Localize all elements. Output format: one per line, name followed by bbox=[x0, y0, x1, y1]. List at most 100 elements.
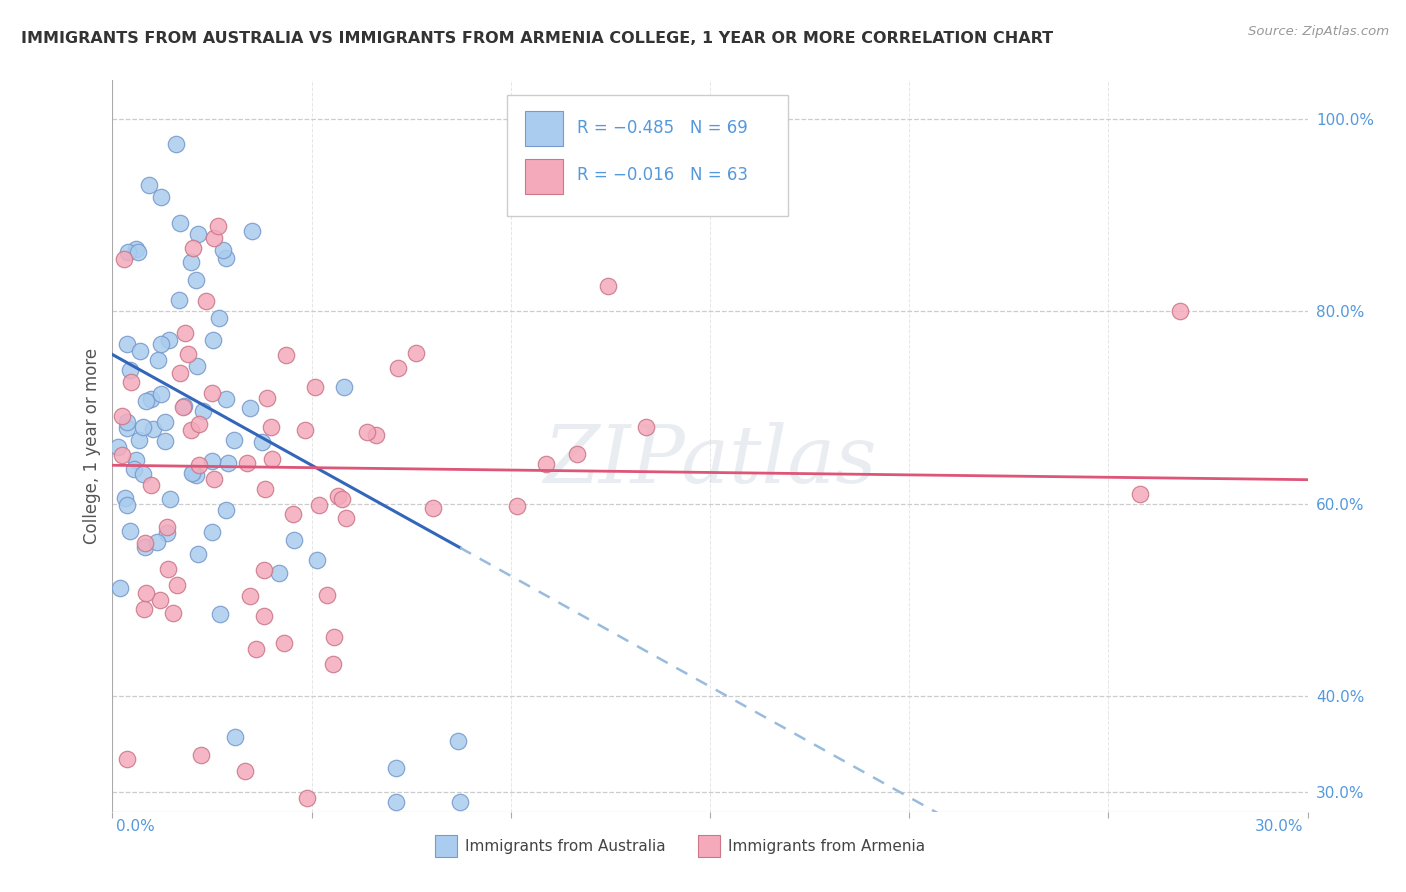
Point bbox=[187, 227, 209, 242]
Point bbox=[387, 360, 409, 375]
Point bbox=[142, 422, 165, 436]
Point bbox=[148, 352, 170, 367]
Point bbox=[215, 392, 238, 406]
Point bbox=[316, 589, 339, 603]
Point bbox=[297, 791, 319, 805]
Point bbox=[180, 466, 202, 480]
Point bbox=[149, 337, 172, 351]
Point bbox=[155, 416, 177, 430]
Point bbox=[356, 425, 378, 439]
Point bbox=[153, 434, 176, 448]
Point bbox=[172, 400, 194, 414]
Y-axis label: College, 1 year or more: College, 1 year or more bbox=[83, 348, 101, 544]
Point bbox=[224, 730, 246, 744]
Text: R = −0.485   N = 69: R = −0.485 N = 69 bbox=[578, 119, 748, 136]
Point bbox=[208, 607, 231, 622]
Point bbox=[149, 593, 172, 607]
Point bbox=[201, 524, 224, 539]
Point bbox=[267, 566, 290, 580]
Point bbox=[215, 251, 238, 265]
FancyBboxPatch shape bbox=[524, 159, 562, 194]
Point bbox=[202, 231, 225, 245]
Point bbox=[156, 526, 179, 541]
Point bbox=[534, 457, 557, 471]
Point bbox=[169, 367, 191, 381]
Point bbox=[224, 433, 246, 447]
Point bbox=[107, 440, 129, 454]
Point bbox=[364, 427, 387, 442]
Point bbox=[129, 344, 152, 359]
Point bbox=[201, 386, 224, 401]
Point bbox=[177, 347, 200, 361]
Point bbox=[180, 255, 202, 269]
Point bbox=[330, 491, 353, 506]
Point bbox=[253, 609, 276, 624]
Point bbox=[115, 421, 138, 435]
Point bbox=[256, 391, 278, 405]
FancyBboxPatch shape bbox=[524, 111, 562, 146]
Text: 30.0%: 30.0% bbox=[1256, 820, 1303, 834]
Point bbox=[169, 293, 191, 308]
Point bbox=[111, 409, 134, 423]
Point bbox=[149, 190, 172, 204]
Point bbox=[169, 215, 191, 229]
Point bbox=[124, 242, 146, 256]
Point bbox=[276, 347, 298, 361]
Point bbox=[322, 630, 344, 644]
Point bbox=[422, 501, 444, 516]
Point bbox=[1168, 304, 1191, 318]
Point bbox=[240, 224, 263, 238]
Point bbox=[111, 448, 134, 462]
Point bbox=[505, 500, 527, 514]
Point bbox=[132, 602, 155, 616]
Text: Immigrants from Armenia: Immigrants from Armenia bbox=[728, 838, 925, 854]
Text: IMMIGRANTS FROM AUSTRALIA VS IMMIGRANTS FROM ARMENIA COLLEGE, 1 YEAR OR MORE COR: IMMIGRANTS FROM AUSTRALIA VS IMMIGRANTS … bbox=[21, 31, 1053, 46]
Point bbox=[162, 606, 184, 620]
Point bbox=[150, 387, 173, 401]
Point bbox=[281, 508, 304, 522]
Point bbox=[273, 635, 295, 649]
Point bbox=[259, 420, 281, 434]
Point bbox=[114, 491, 136, 505]
Point bbox=[326, 489, 349, 503]
Point bbox=[131, 467, 153, 481]
Point bbox=[180, 424, 202, 438]
FancyBboxPatch shape bbox=[699, 835, 720, 857]
Point bbox=[115, 337, 138, 351]
Point bbox=[385, 795, 408, 809]
Point bbox=[239, 589, 262, 603]
Point bbox=[145, 535, 167, 549]
Point bbox=[191, 404, 214, 418]
Point bbox=[181, 241, 204, 255]
Point bbox=[117, 416, 139, 430]
Point bbox=[173, 399, 195, 413]
Point bbox=[156, 561, 179, 575]
Point bbox=[166, 578, 188, 592]
Point bbox=[565, 447, 588, 461]
Point bbox=[236, 457, 259, 471]
Point bbox=[308, 498, 330, 512]
Point bbox=[156, 520, 179, 534]
Point bbox=[139, 392, 162, 407]
Point bbox=[134, 536, 156, 550]
Point bbox=[335, 510, 357, 524]
Text: Immigrants from Australia: Immigrants from Australia bbox=[465, 838, 665, 854]
Point bbox=[127, 245, 149, 260]
Point bbox=[233, 764, 256, 778]
Point bbox=[1129, 487, 1152, 501]
Point bbox=[598, 278, 620, 293]
Point bbox=[112, 252, 135, 266]
Point bbox=[252, 562, 274, 576]
FancyBboxPatch shape bbox=[436, 835, 457, 857]
Point bbox=[201, 454, 224, 468]
Point bbox=[245, 641, 267, 656]
Point bbox=[333, 379, 356, 393]
Point bbox=[212, 243, 235, 257]
Point bbox=[449, 795, 471, 809]
Point bbox=[207, 310, 229, 325]
FancyBboxPatch shape bbox=[508, 95, 787, 216]
Point bbox=[186, 359, 208, 373]
Point bbox=[194, 293, 217, 308]
Point bbox=[188, 417, 211, 432]
Point bbox=[134, 540, 156, 554]
